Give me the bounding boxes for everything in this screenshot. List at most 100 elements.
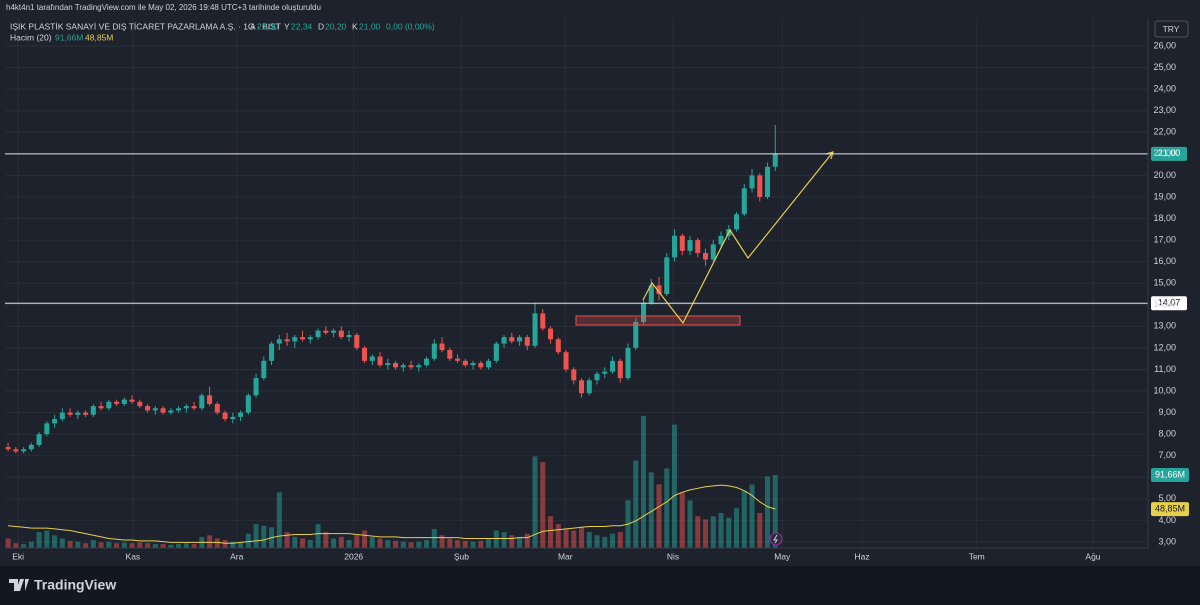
candle-body <box>385 362 391 366</box>
y-tick-label: 9,00 <box>1158 407 1176 417</box>
candle-body <box>176 408 182 411</box>
volume-label: 48,85M <box>1155 504 1185 514</box>
x-tick-label: Şub <box>454 551 469 561</box>
volume-bar <box>261 525 267 548</box>
candle-body <box>52 419 58 424</box>
volume-bar <box>245 533 251 548</box>
legend-key: D <box>318 21 324 31</box>
volume-bar <box>59 538 65 548</box>
candle-body <box>261 360 267 379</box>
candle-body <box>641 302 647 323</box>
flash-icon[interactable] <box>769 532 783 546</box>
currency[interactable]: TRY <box>1163 24 1180 34</box>
candle-body <box>238 412 244 417</box>
candle-body <box>610 360 616 372</box>
candle-body <box>160 408 166 413</box>
y-tick-label: 10,00 <box>1153 385 1176 395</box>
x-tick-label: Ağu <box>1085 551 1100 561</box>
volume-bar <box>501 532 507 548</box>
candle-body <box>687 240 693 251</box>
volume-bar <box>718 512 724 548</box>
currency-box[interactable] <box>1154 20 1189 38</box>
candle-body <box>656 285 662 294</box>
volume-bar <box>656 484 662 548</box>
candle-body <box>245 395 251 413</box>
price-label: 14,07 <box>1158 298 1181 308</box>
y-tick-label: 14,00 <box>1153 299 1176 309</box>
candle-body <box>408 365 414 368</box>
candle-body <box>757 175 763 197</box>
volume-bar <box>703 519 709 548</box>
candle-body <box>571 369 577 381</box>
volume-label: 91,66M <box>1155 469 1185 479</box>
x-tick-label: Kas <box>126 551 141 561</box>
y-tick-label: 16,00 <box>1153 256 1176 266</box>
volume-bar <box>772 475 778 548</box>
volume-bar <box>695 516 701 548</box>
ohlc-legend: A 21,00 Y 22,34 D 20,20 K 21,00 0,00 (0,00%) <box>250 21 435 31</box>
y-tick-label: 8,00 <box>1158 429 1176 439</box>
volume-bar <box>377 538 383 548</box>
volume-bar <box>726 517 732 548</box>
volume-bar <box>610 533 616 548</box>
volume-bar <box>470 541 476 548</box>
candle-body <box>486 360 492 368</box>
volume-bar <box>439 535 445 548</box>
candle-body <box>44 423 50 435</box>
price-label: 21,00 <box>1158 148 1181 158</box>
candle-body <box>648 285 654 303</box>
brand-logo <box>9 579 29 591</box>
candle-body <box>114 401 120 404</box>
candle-body <box>354 334 360 348</box>
candle-body <box>509 337 515 342</box>
candle-body <box>517 337 523 342</box>
candle-body <box>253 378 259 396</box>
x-tick-label: Mar <box>558 551 573 561</box>
volume-bar <box>563 528 569 548</box>
volume-bar <box>44 530 50 548</box>
candle-body <box>524 337 530 346</box>
volume-bar <box>734 508 740 548</box>
candle-body <box>284 339 290 342</box>
volume-title: Hacim (20) <box>10 32 52 42</box>
candle-body <box>377 356 383 366</box>
y-tick-label: 22,00 <box>1153 127 1176 137</box>
candle-body <box>772 153 778 167</box>
y-tick-label: 7,00 <box>1158 450 1176 460</box>
volume-bar <box>253 524 259 548</box>
volume-pane <box>5 415 778 548</box>
volume-bar <box>75 541 81 548</box>
volume-bar <box>385 540 391 548</box>
volume-ma-legend: 48,85M <box>85 32 113 42</box>
volume-bar <box>222 540 228 548</box>
candle-body <box>331 330 337 333</box>
y-tick-label: 23,00 <box>1153 105 1176 115</box>
y-tick-label: 5,00 <box>1158 493 1176 503</box>
volume-bar <box>524 533 530 548</box>
volume-bar <box>67 540 73 548</box>
volume-bar <box>98 542 104 548</box>
volume-bar <box>152 544 158 548</box>
volume-bar <box>137 542 143 548</box>
volume-bar <box>393 540 399 548</box>
volume-bar <box>191 544 197 548</box>
candle-body <box>98 406 104 409</box>
volume-bar <box>579 527 585 548</box>
symbol-title: IŞIK PLASTİK SANAYİ VE DIŞ TİCARET PAZAR… <box>10 21 281 31</box>
volume-bar <box>633 460 639 548</box>
candle-body <box>152 408 158 411</box>
demand-zone <box>575 315 741 326</box>
candle-body <box>207 395 213 404</box>
x-tick-label: Eki <box>12 551 24 561</box>
volume-bar <box>90 540 96 548</box>
volume-bar <box>106 541 112 548</box>
candle-body <box>28 444 34 450</box>
legend-key: K <box>352 21 358 31</box>
candle-body <box>36 434 42 445</box>
candle-body <box>749 175 755 189</box>
y-tick-label: 3,00 <box>1158 536 1176 546</box>
volume-bar <box>36 532 42 548</box>
candle-body <box>83 412 89 415</box>
volume-label-box <box>1151 502 1189 517</box>
legend-value: 20,20 <box>325 21 347 31</box>
